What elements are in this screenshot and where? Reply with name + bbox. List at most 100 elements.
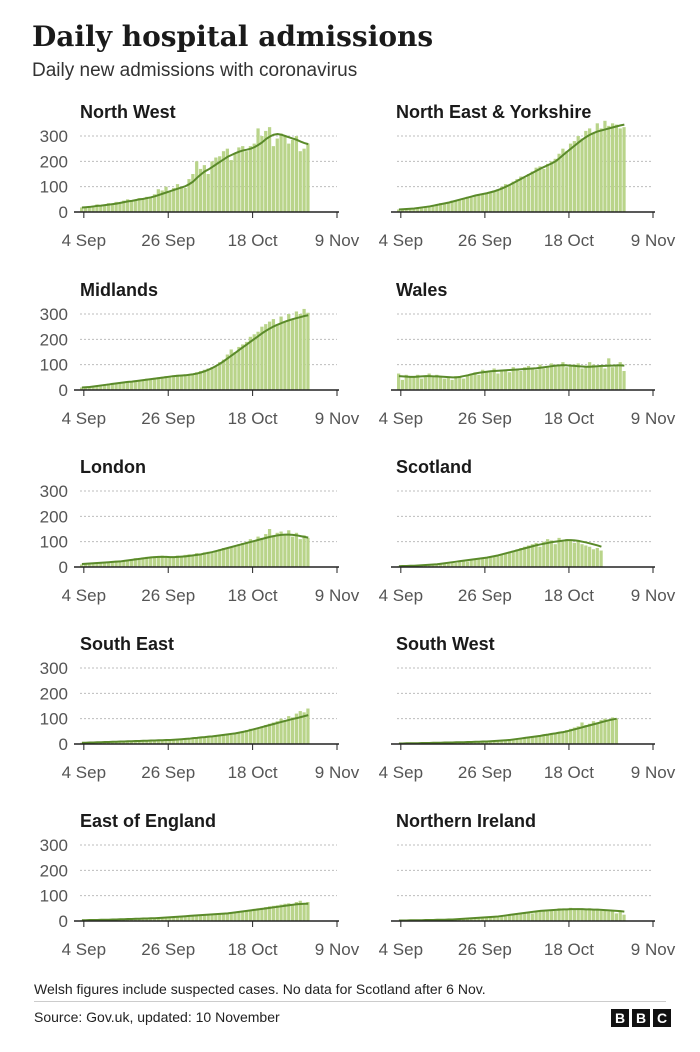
bar xyxy=(507,914,512,921)
bar xyxy=(279,316,283,390)
bar xyxy=(400,208,405,212)
bar xyxy=(302,148,306,212)
bar xyxy=(435,374,439,390)
bar xyxy=(419,378,424,390)
bar xyxy=(488,191,492,212)
bar xyxy=(137,198,141,212)
bar xyxy=(576,908,580,921)
bar xyxy=(530,368,534,390)
bar xyxy=(306,537,310,567)
trend-line xyxy=(81,714,309,744)
bar xyxy=(233,545,237,567)
bar xyxy=(419,206,424,212)
bar xyxy=(465,561,469,567)
panel-title: London xyxy=(80,457,146,477)
bar xyxy=(595,123,599,212)
bar xyxy=(229,160,233,212)
bar xyxy=(607,358,611,390)
bar xyxy=(591,721,596,744)
bar xyxy=(450,562,454,567)
bar xyxy=(488,372,492,390)
bar xyxy=(287,314,291,390)
bar xyxy=(580,138,584,212)
bar xyxy=(187,554,191,567)
bar xyxy=(133,918,137,921)
bar xyxy=(172,739,176,744)
bar xyxy=(260,726,264,744)
bar xyxy=(572,542,576,567)
bar xyxy=(95,204,99,212)
bar xyxy=(152,740,157,744)
bar xyxy=(214,365,218,390)
bar xyxy=(133,199,137,212)
bar xyxy=(172,917,176,921)
bar xyxy=(526,365,531,390)
bar xyxy=(549,540,554,567)
y-tick-label: 300 xyxy=(40,659,68,678)
bar xyxy=(287,530,291,567)
bar xyxy=(488,741,492,744)
bar xyxy=(256,331,260,390)
bar xyxy=(237,911,241,921)
bar xyxy=(221,359,226,390)
bar xyxy=(175,555,180,567)
bar xyxy=(526,736,531,744)
bar xyxy=(99,562,103,567)
bar xyxy=(515,549,519,567)
bar xyxy=(141,379,145,390)
y-tick-label: 100 xyxy=(40,178,68,197)
bar xyxy=(183,915,187,921)
bar xyxy=(591,549,596,567)
bar xyxy=(187,179,191,212)
bar xyxy=(256,536,260,567)
x-tick-label: 4 Sep xyxy=(379,231,423,250)
bar xyxy=(145,740,149,744)
x-tick-label: 4 Sep xyxy=(62,940,106,959)
bar xyxy=(106,203,111,212)
bar xyxy=(603,368,607,390)
bar xyxy=(179,556,183,567)
bar xyxy=(149,197,153,212)
bar xyxy=(515,369,519,390)
bar xyxy=(149,918,153,921)
bar xyxy=(534,735,538,744)
bar xyxy=(542,910,546,921)
bar xyxy=(503,371,508,390)
bar xyxy=(198,168,203,212)
bar xyxy=(110,741,114,744)
bar xyxy=(106,383,111,390)
x-tick-label: 18 Oct xyxy=(228,763,278,782)
bar xyxy=(168,191,172,212)
logo-letter: B xyxy=(611,1009,629,1027)
bar xyxy=(198,736,203,744)
bar xyxy=(542,168,546,212)
x-tick-label: 4 Sep xyxy=(62,409,106,428)
bar xyxy=(283,136,287,212)
bar xyxy=(461,918,466,921)
bar xyxy=(248,539,253,567)
bar xyxy=(507,551,512,567)
bar xyxy=(298,900,302,921)
bar xyxy=(241,146,245,212)
bar xyxy=(442,563,447,567)
bar xyxy=(576,726,580,744)
x-tick-label: 26 Sep xyxy=(458,409,512,428)
bar xyxy=(435,204,439,212)
bar xyxy=(244,541,249,567)
bar xyxy=(252,143,256,212)
bar xyxy=(164,556,168,567)
trend-line xyxy=(81,533,309,565)
y-tick-label: 200 xyxy=(40,861,68,880)
bar xyxy=(229,546,233,567)
bar xyxy=(549,363,554,390)
bar xyxy=(526,545,531,567)
bar xyxy=(557,537,561,567)
bar xyxy=(576,541,580,567)
y-tick-label: 300 xyxy=(40,836,68,855)
x-tick-label: 26 Sep xyxy=(458,586,512,605)
bar xyxy=(488,556,492,567)
bar xyxy=(496,915,500,921)
bar xyxy=(175,184,180,212)
bar xyxy=(137,741,141,744)
bar xyxy=(168,557,172,567)
